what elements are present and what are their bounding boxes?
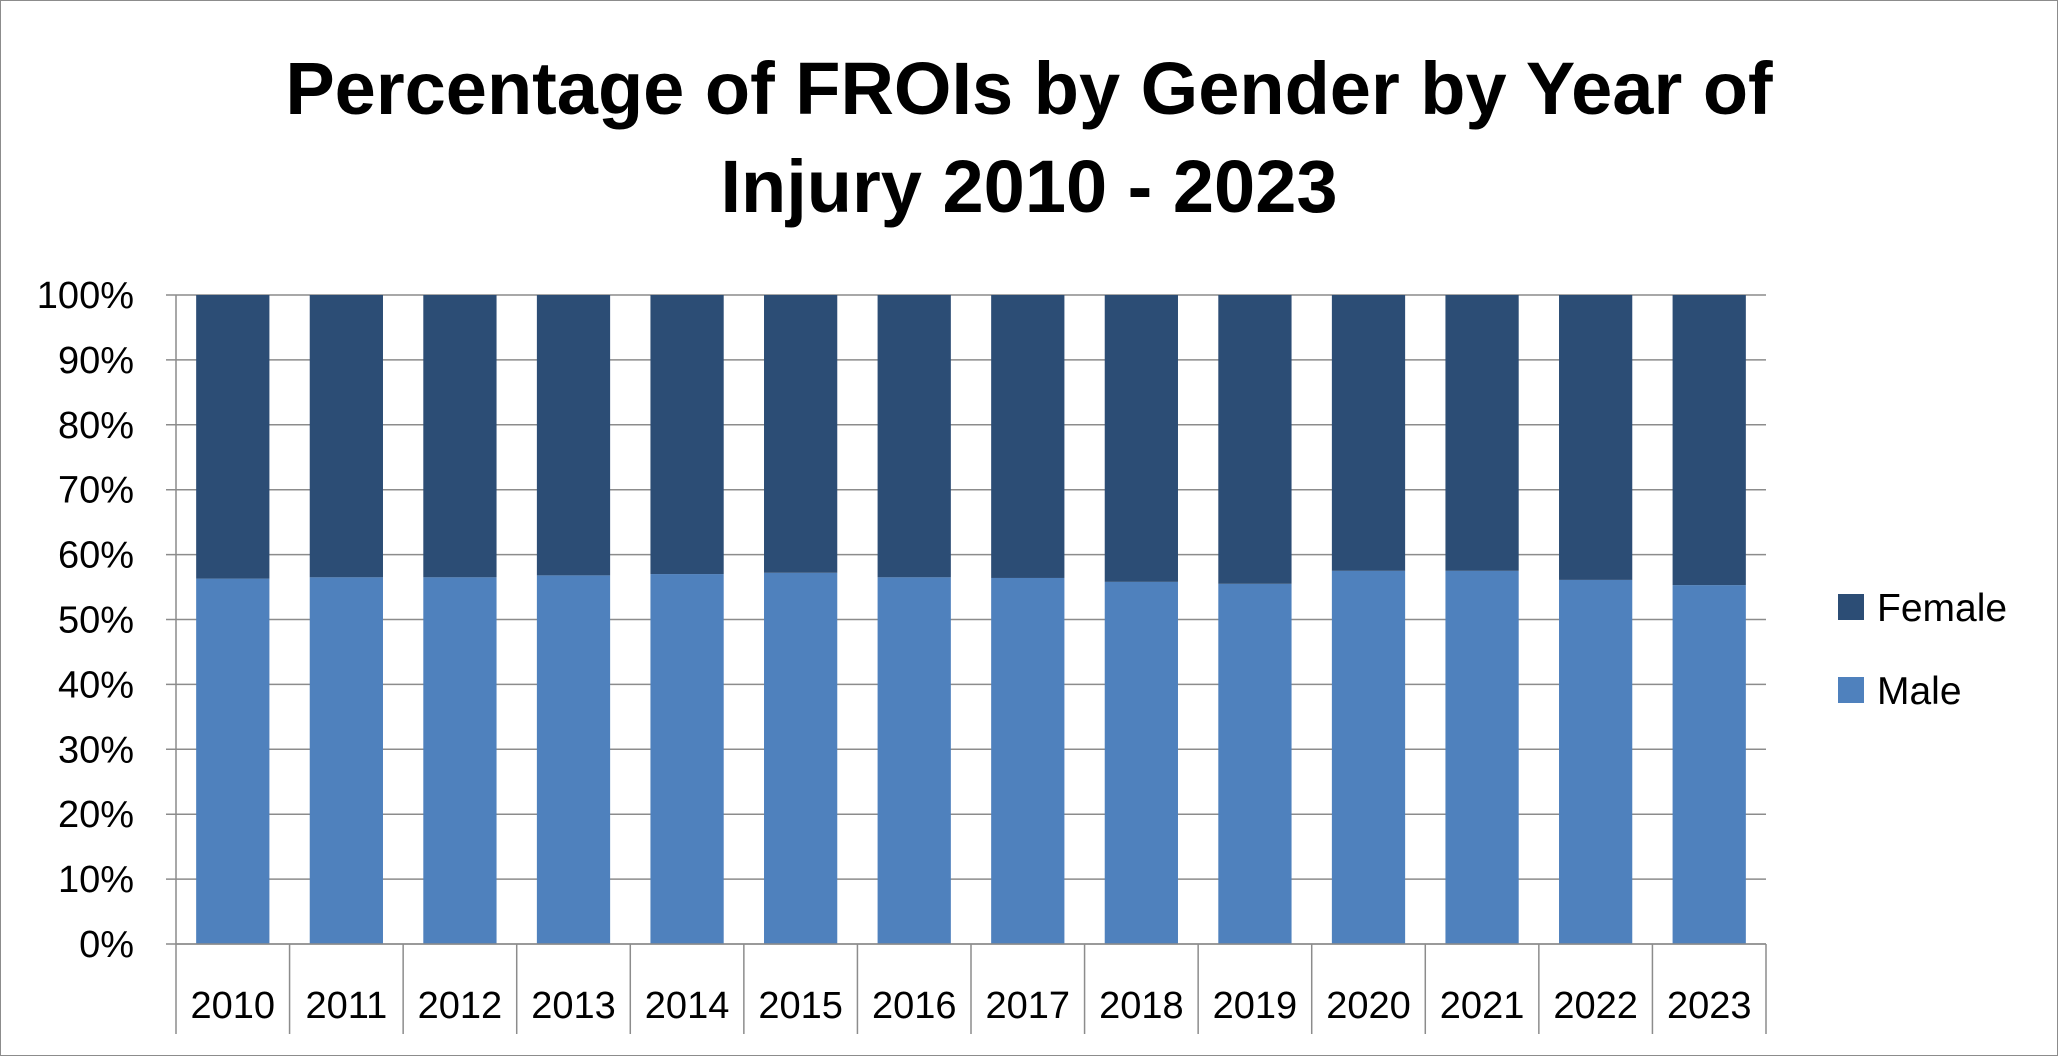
bar-female-2013 bbox=[536, 295, 611, 576]
bar-male-2023 bbox=[1672, 585, 1746, 944]
x-tick-label: 2013 bbox=[531, 985, 616, 1027]
bar-male-2020 bbox=[1331, 570, 1406, 944]
chart-title: Percentage of FROIs by Gender by Year of… bbox=[0, 40, 2058, 236]
bar-female-2020 bbox=[1331, 295, 1406, 571]
bar-female-2014 bbox=[650, 295, 724, 575]
y-tick-label: 80% bbox=[58, 405, 134, 447]
x-tick-label: 2010 bbox=[191, 985, 276, 1027]
x-tick-label: 2016 bbox=[872, 985, 957, 1027]
chart-title-line-1: Percentage of FROIs by Gender by Year of bbox=[285, 47, 1773, 130]
bar-female-2021 bbox=[1445, 295, 1519, 571]
y-tick-label: 90% bbox=[58, 340, 134, 382]
bar-female-2018 bbox=[1104, 295, 1178, 582]
x-tick-label: 2012 bbox=[418, 985, 503, 1027]
x-tick-label: 2015 bbox=[758, 985, 843, 1027]
legend-label-female: Female bbox=[1877, 587, 2007, 630]
x-tick-label: 2020 bbox=[1326, 985, 1411, 1027]
bar-male-2018 bbox=[1104, 581, 1178, 944]
bar-female-2016 bbox=[877, 295, 951, 578]
x-tick-label: 2022 bbox=[1553, 985, 1638, 1027]
x-tick-label: 2018 bbox=[1099, 985, 1184, 1027]
y-tick-label: 30% bbox=[58, 729, 134, 771]
y-tick-label: 40% bbox=[58, 664, 134, 706]
bar-male-2011 bbox=[309, 577, 383, 944]
bar-female-2017 bbox=[991, 295, 1065, 578]
y-tick-label: 50% bbox=[58, 600, 134, 642]
bar-female-2015 bbox=[764, 295, 838, 573]
bar-female-2019 bbox=[1218, 295, 1292, 584]
bar-male-2021 bbox=[1445, 570, 1519, 944]
y-tick-label: 100% bbox=[37, 275, 134, 317]
bar-male-2014 bbox=[650, 574, 724, 944]
bar-male-2015 bbox=[764, 572, 838, 944]
bar-male-2013 bbox=[536, 575, 611, 944]
bar-male-2019 bbox=[1218, 583, 1292, 944]
legend-label-male: Male bbox=[1877, 670, 1962, 713]
x-tick-label: 2023 bbox=[1667, 985, 1752, 1027]
bar-female-2012 bbox=[423, 295, 497, 578]
bar-male-2022 bbox=[1559, 579, 1633, 944]
y-tick-label: 10% bbox=[58, 859, 134, 901]
axes: 0% 10% 20% 30% 40% 50% 60% 70% 80% 90% 100% 2010 201… bbox=[37, 275, 1767, 1034]
x-tick-label: 2011 bbox=[305, 985, 387, 1027]
y-tick-label: 0% bbox=[79, 924, 134, 966]
bar-male-2012 bbox=[423, 577, 497, 944]
chart-title-line-2: Injury 2010 - 2023 bbox=[720, 145, 1338, 228]
bar-male-2010 bbox=[196, 578, 270, 944]
bars bbox=[196, 295, 1746, 944]
bar-male-2016 bbox=[877, 577, 951, 944]
legend-swatch-female bbox=[1838, 594, 1864, 620]
y-tick-label: 60% bbox=[58, 535, 134, 577]
bar-female-2022 bbox=[1559, 295, 1633, 580]
bar-male-2017 bbox=[991, 577, 1065, 944]
y-tick-label: 20% bbox=[58, 794, 134, 836]
bar-female-2023 bbox=[1672, 295, 1746, 586]
x-tick-label: 2021 bbox=[1440, 985, 1525, 1027]
x-tick-label: 2019 bbox=[1213, 985, 1298, 1027]
x-tick-label: 2014 bbox=[645, 985, 730, 1027]
y-tick-label: 70% bbox=[58, 470, 134, 512]
x-tick-label: 2017 bbox=[986, 985, 1071, 1027]
gridlines bbox=[166, 294, 1766, 945]
bar-female-2010 bbox=[196, 295, 270, 579]
legend-swatch-male bbox=[1838, 677, 1864, 703]
legend: Female Male bbox=[1838, 587, 2007, 713]
bar-female-2011 bbox=[309, 295, 383, 578]
